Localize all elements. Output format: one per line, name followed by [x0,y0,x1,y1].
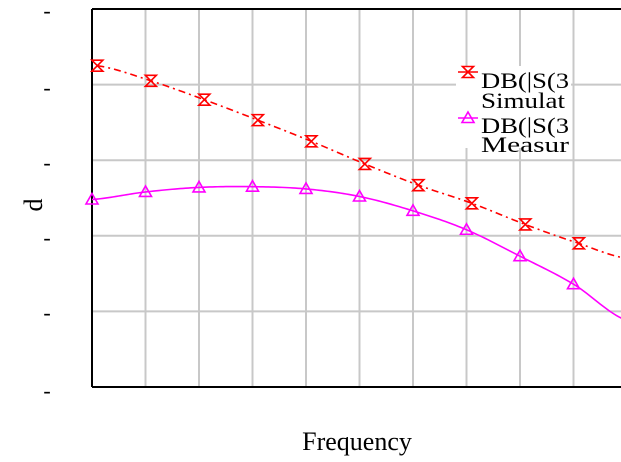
legend-measured-label-line2: Measur [481,132,570,157]
data-point-marker [84,191,100,205]
y-tick-label: - [43,75,50,100]
data-point-marker [250,113,266,127]
series-simulated [89,59,621,259]
y-tick-label: - [43,378,50,403]
series-layer [84,59,621,319]
grid-lines [92,9,621,387]
series-measured [84,179,621,319]
y-tick-label: - [43,225,50,250]
data-point-marker [405,203,421,217]
data-point-marker [352,188,367,202]
data-point-marker [143,74,159,88]
y-tick-labels: - - - - - - [43,0,50,403]
data-point-marker [566,276,581,290]
data-point-marker [138,184,153,198]
legend-triangle-marker [460,110,476,124]
legend-background [456,66,571,148]
y-tick-label: - [43,150,50,175]
data-point-marker [571,237,587,250]
legend-entry-measured: DB(|S(3 Measur [458,110,570,157]
series-line [97,64,621,259]
legend-simulated-label-line2: Simulat [481,88,565,113]
data-point-marker [89,59,105,72]
data-point-marker [464,196,480,210]
legend: DB(|S(3 Simulat DB(|S(3 Measur [456,65,571,157]
legend-measured-marker-icon [460,110,476,124]
data-point-marker [245,179,260,192]
data-point-marker [303,135,319,148]
data-point-marker [459,222,474,236]
data-point-marker [196,93,212,107]
data-point-marker [410,178,426,192]
data-point-marker [512,248,528,262]
y-axis-label: d [19,199,48,212]
data-point-marker [517,218,533,231]
legend-entry-simulated: DB(|S(3 Simulat [458,65,569,113]
data-point-marker [298,181,314,195]
legend-simulated-marker-icon [460,65,476,79]
legend-hourglass-marker [460,65,476,79]
y-tick-label: - [43,0,50,23]
data-point-marker [357,157,373,171]
series-line [91,185,621,319]
x-axis-label: Frequency [302,427,412,456]
legend-measured-label-line1: DB(|S(3 [481,113,569,138]
plot-area-border [91,8,621,388]
data-point-marker [191,179,207,193]
legend-simulated-label-line1: DB(|S(3 [481,68,569,93]
y-tick-label: - [43,300,50,325]
